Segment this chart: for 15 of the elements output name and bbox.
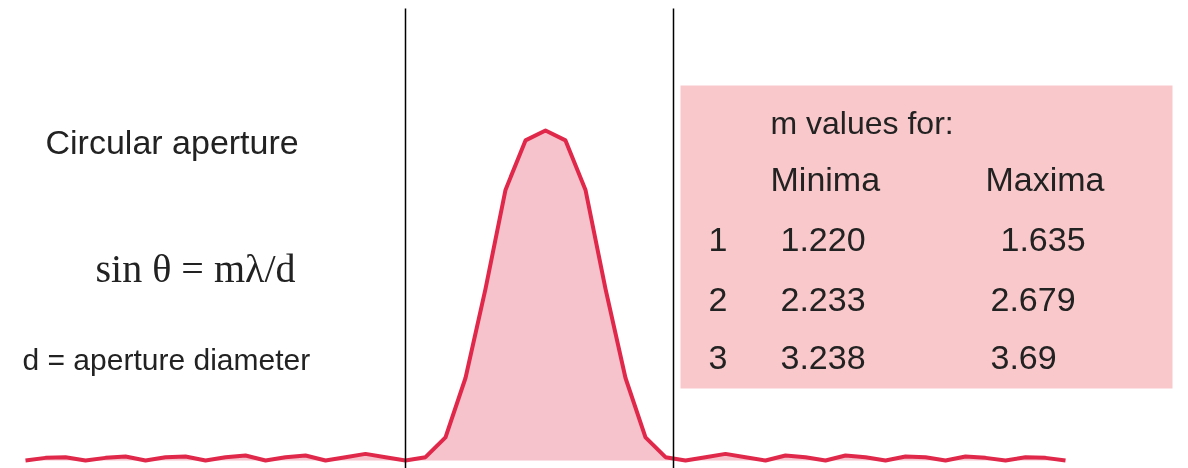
annotation: 1.635 bbox=[1000, 219, 1086, 258]
annotation: Maxima bbox=[985, 159, 1105, 198]
annotation: 2.233 bbox=[780, 279, 866, 318]
annotation: 2.679 bbox=[990, 279, 1076, 318]
annotation: d = aperture diameter bbox=[22, 342, 311, 376]
annotation: 1.220 bbox=[780, 219, 866, 258]
annotation: m values for: bbox=[770, 104, 954, 141]
annotation: 2 bbox=[708, 279, 728, 318]
annotation: sin θ = mλ/d bbox=[95, 245, 296, 291]
annotation: 3 bbox=[708, 337, 728, 376]
annotation: 1 bbox=[708, 219, 728, 258]
annotation: 3.69 bbox=[990, 337, 1057, 376]
annotation: 3.238 bbox=[780, 337, 866, 376]
annotation: Circular aperture bbox=[45, 122, 299, 161]
annotation: Minima bbox=[770, 159, 881, 198]
